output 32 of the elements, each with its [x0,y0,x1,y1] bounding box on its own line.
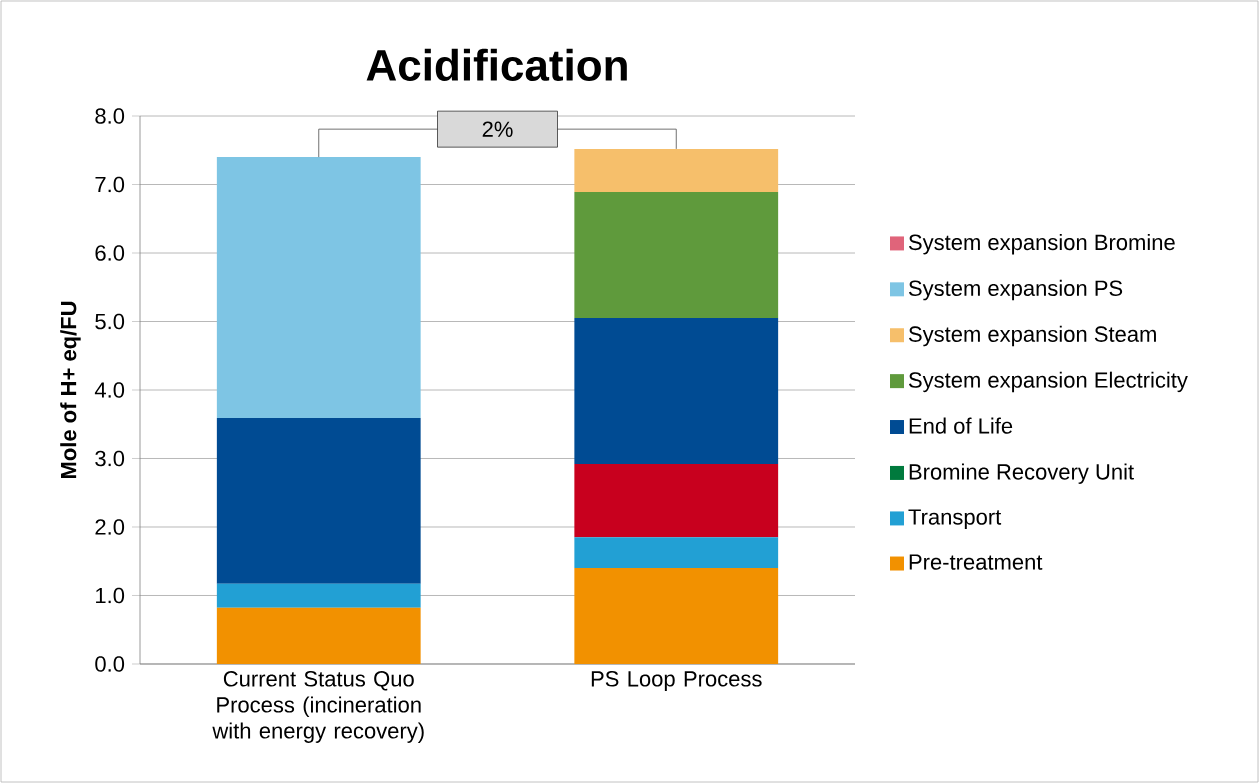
y-tick-label: 4.0 [94,382,125,398]
y-tick-label: 3.0 [95,450,125,467]
y-tick-label: 7.0 [95,176,125,193]
y-tick-label: 0.0 [95,656,125,672]
bar [216,157,421,419]
legend-label: Transport [908,509,1002,530]
legend-label: End of Life [909,417,1013,434]
bar [574,148,779,193]
y-tick-label: 6.0 [95,245,125,261]
bar [574,537,779,569]
bar [216,418,421,584]
legend-label: Bromine Recovery Unit [909,463,1134,484]
bar [574,568,779,664]
bar [574,192,779,319]
bar [216,583,421,608]
legend-label: System expansion Steam [908,325,1156,347]
legend-label: System expansion Bromine [908,233,1175,255]
legend-label: Pre-treatment [909,554,1043,570]
annotation: 2% [482,121,513,137]
legend-label: System expansion PS [908,279,1123,301]
x-tick-label: Current Status Quo Process (incineration with energy recovery) [212,671,424,743]
x-tick-label: PS Loop Process [591,671,762,691]
y-axis-title: Mole of H+ eq/FU [60,301,81,479]
y-tick-label: 1.0 [96,587,125,604]
bar [574,318,779,464]
bar [216,607,421,664]
y-tick-label: 5.0 [95,313,125,330]
y-tick-label: 8.0 [95,108,125,124]
chart-title: Acidification [366,48,627,82]
bar [574,463,779,538]
y-tick-label: 2.0 [95,519,125,535]
legend-label: System expansion Electricity [908,371,1188,393]
